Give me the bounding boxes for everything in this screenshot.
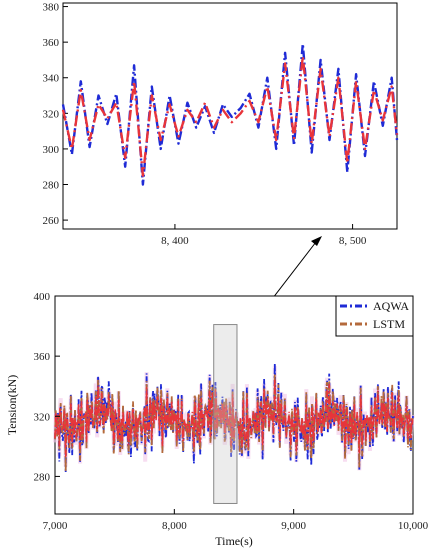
zoom-y-tick-label: 260 (43, 215, 60, 227)
legend-aqwa-label: AQWA (373, 299, 409, 313)
main-x-tick-label: 8,000 (162, 520, 187, 532)
main-x-tick-label: 10,000 (398, 520, 429, 532)
zoom-x-tick-label: 8, 400 (161, 235, 189, 247)
main-x-tick-label: 9,000 (281, 520, 306, 532)
main-x-tick-label: 7,000 (43, 520, 68, 532)
zoom-y-tick-label: 380 (43, 2, 60, 14)
main-y-tick-label: 280 (34, 471, 51, 483)
legend: AQWA LSTM (335, 295, 414, 337)
zoom-y-tick-label: 280 (43, 180, 60, 192)
zoom-y-tick-label: 300 (43, 144, 60, 156)
main-y-tick-label: 400 (34, 291, 51, 303)
main-axes: 280 320 360 400 7,000 8,000 9,000 10,000 (34, 291, 429, 532)
zoom-y-tick-label: 360 (43, 37, 60, 49)
zoom-lines (61, 42, 399, 186)
main-y-tick-label: 360 (34, 351, 51, 363)
main-lines (53, 363, 415, 473)
zoom-arrow-head (311, 236, 322, 246)
zoom-series-lstm-line (61, 55, 399, 177)
main-series-red-line (54, 379, 414, 457)
zoom-y-tick-label: 320 (43, 108, 60, 120)
highlight-box (213, 324, 238, 504)
zoom-panel: 260 280 300 320 340 360 380 8, 400 8, 500 (43, 2, 399, 247)
legend-lstm-label: LSTM (373, 317, 405, 331)
main-panel: 280 320 360 400 7,000 8,000 9,000 10,000 AQWA L… (5, 291, 429, 548)
main-x-axis-label: Time(s) (215, 534, 253, 548)
legend-box (335, 295, 414, 337)
zoom-x-tick-label: 8, 500 (339, 235, 367, 247)
zoom-y-tick-label: 340 (43, 73, 60, 85)
main-y-axis-label: Tension(kN) (5, 375, 19, 435)
main-series-lstm-line (54, 373, 414, 472)
main-y-tick-label: 320 (34, 411, 51, 423)
